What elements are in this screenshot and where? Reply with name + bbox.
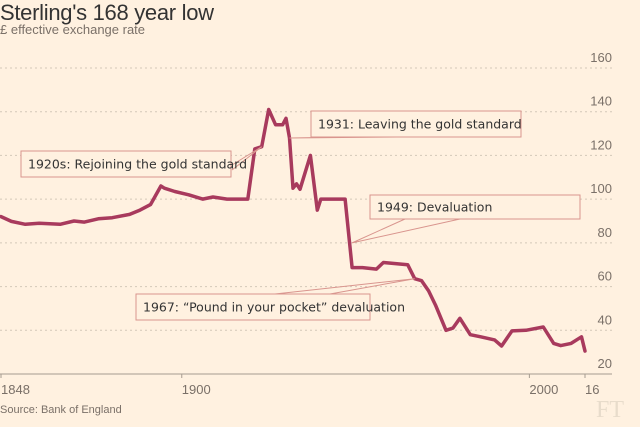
x-tick-label: 16 [585, 382, 599, 397]
annotation-callout: 1949: Devaluation [351, 194, 581, 244]
annotation-box [135, 293, 371, 321]
y-tick-label: 160 [590, 50, 612, 65]
x-tick-label: 1848 [1, 382, 30, 397]
y-tick-label: 100 [590, 181, 612, 196]
annotation-pointer [351, 218, 461, 244]
y-axis-ticks: 20 40 60 80 100 120 140 160 [590, 50, 612, 371]
series-group [0, 107, 587, 353]
y-tick-label: 60 [598, 269, 612, 284]
annotation-box [20, 150, 232, 178]
source-note: Source: Bank of England [0, 404, 122, 416]
annotations-group: 1920s: Rejoining the gold standard 1931: … [20, 110, 581, 321]
annotation-box [369, 194, 581, 220]
y-tick-label: 80 [598, 225, 612, 240]
annotation-callout: 1931: Leaving the gold standard [289, 110, 522, 139]
annotation-text: 1920s: Rejoining the gold standard [28, 157, 247, 172]
annotation-callout: 1967: “Pound in your pocket” devaluation [135, 278, 415, 321]
annotation-pointer [231, 146, 263, 171]
annotation-pointer [274, 278, 415, 295]
annotation-box [310, 110, 522, 138]
x-axis: 1848 1900 2000 16 [0, 373, 612, 397]
annotation-text: 1967: “Pound in your pocket” devaluation [143, 300, 405, 315]
x-tick-label: 1900 [182, 382, 211, 397]
y-tick-label: 140 [590, 94, 612, 109]
annotation-text: 1931: Leaving the gold standard [318, 117, 522, 132]
y-tick-label: 20 [598, 356, 612, 371]
annotation-text: 1949: Devaluation [377, 200, 492, 215]
x-tick-label: 2000 [529, 382, 558, 397]
y-tick-label: 40 [598, 312, 612, 327]
chart-title: Sterling's 168 year low [0, 0, 214, 25]
chart-subtitle: £ effective exchange rate [0, 22, 146, 37]
series-line [0, 107, 587, 353]
ft-logo: FT [596, 397, 625, 423]
y-tick-label: 120 [590, 137, 612, 152]
annotation-callout: 1920s: Rejoining the gold standard [20, 146, 263, 178]
